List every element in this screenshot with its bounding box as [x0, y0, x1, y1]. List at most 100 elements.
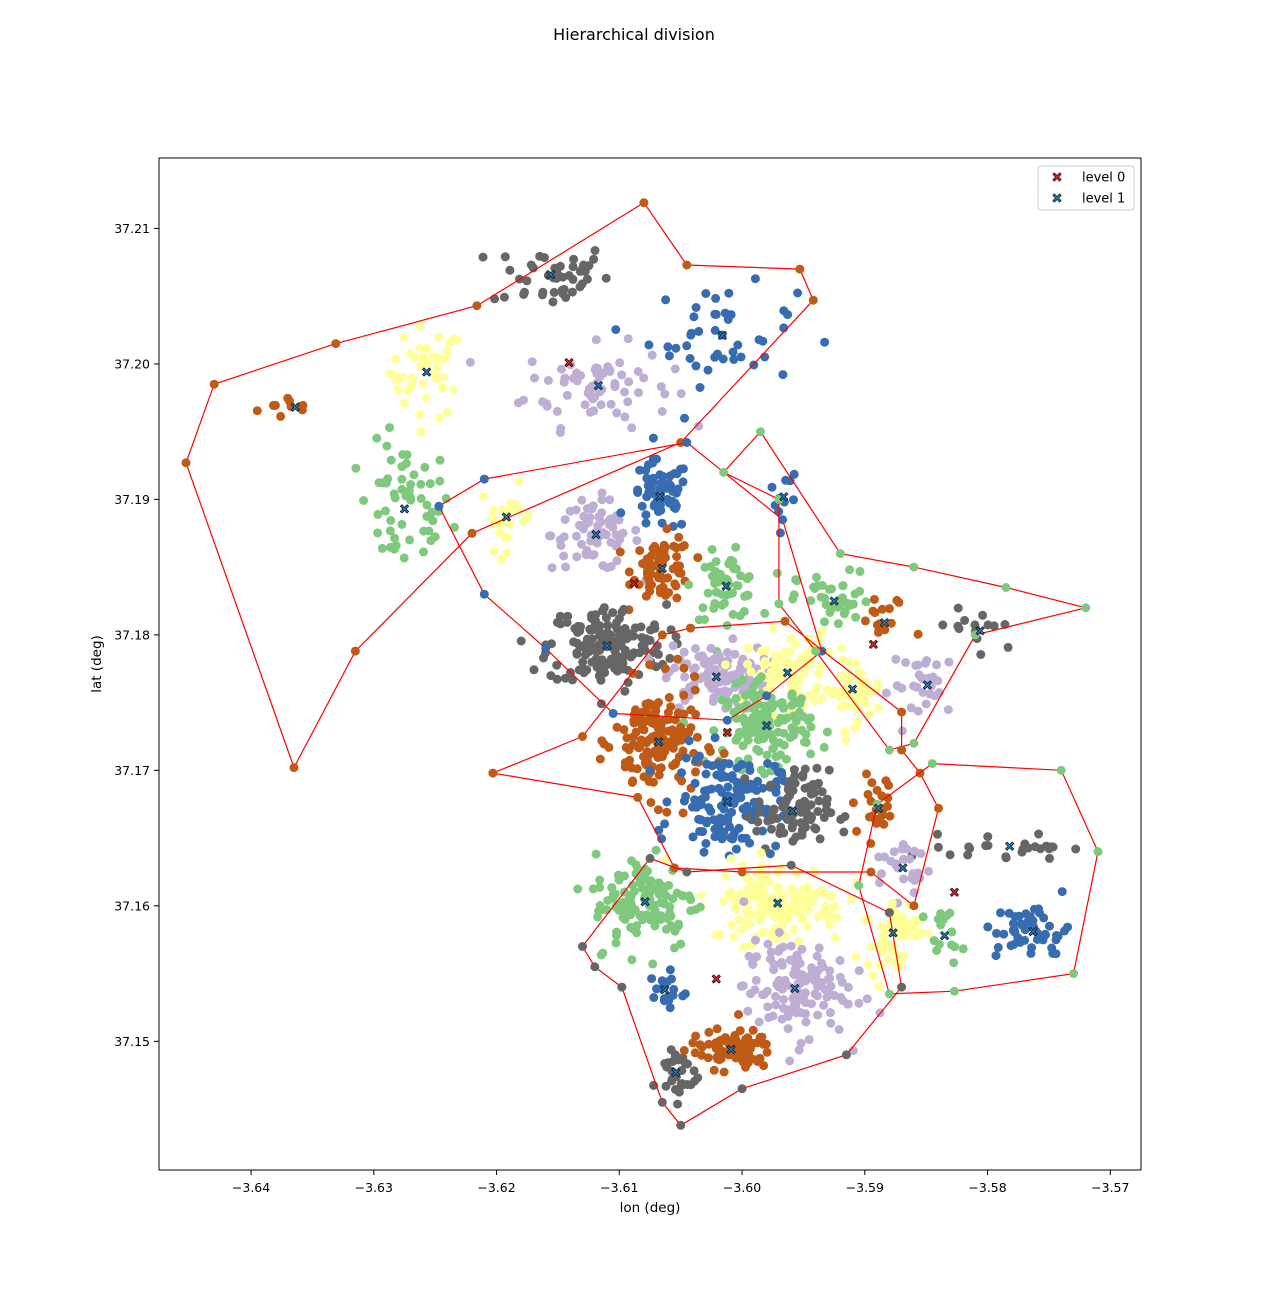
- hull-vertex-point: [578, 732, 587, 741]
- cluster-point: [573, 884, 583, 894]
- cluster-point: [637, 501, 647, 511]
- cluster-point: [620, 387, 629, 397]
- cluster-point: [578, 524, 588, 534]
- hull-vertex-point: [479, 589, 489, 599]
- cluster-point: [698, 672, 708, 682]
- cluster-point: [677, 519, 687, 529]
- cluster-point: [771, 787, 781, 797]
- cluster-point: [801, 806, 811, 815]
- cluster-point: [385, 423, 395, 433]
- cluster-point: [1003, 642, 1013, 652]
- hull-vertex-point: [209, 379, 219, 389]
- hull-vertex-point: [639, 198, 649, 208]
- level-1-marker: [717, 330, 728, 341]
- cluster-point: [791, 716, 801, 726]
- cluster-point: [408, 373, 418, 383]
- cluster-point: [398, 450, 408, 459]
- cluster-point: [565, 506, 575, 516]
- cluster-point: [820, 985, 830, 995]
- cluster-point: [661, 295, 671, 305]
- hull-vertex-point: [488, 768, 498, 778]
- cluster-point: [719, 668, 729, 678]
- cluster-point: [688, 1038, 698, 1048]
- cluster-point: [877, 604, 887, 614]
- cluster-point: [1046, 842, 1056, 852]
- cluster-point: [416, 494, 426, 503]
- cluster-point: [1009, 925, 1019, 935]
- cluster-point: [596, 699, 606, 709]
- cluster-point: [739, 897, 749, 907]
- cluster-point: [649, 561, 659, 571]
- cluster-point: [812, 572, 821, 582]
- cluster-point: [817, 694, 827, 704]
- cluster-point: [637, 717, 647, 727]
- hull-vertex-point: [633, 792, 643, 802]
- cluster-point: [642, 492, 652, 502]
- cluster-point: [801, 1009, 810, 1019]
- cluster-point: [789, 727, 799, 737]
- cluster-point: [782, 815, 792, 824]
- cluster-point: [877, 869, 886, 879]
- cluster-point: [851, 952, 861, 962]
- cluster-point: [381, 506, 390, 516]
- cluster-point: [902, 921, 912, 931]
- cluster-point: [781, 475, 791, 485]
- cluster-point: [418, 352, 428, 362]
- hull-vertex-point: [1069, 969, 1078, 979]
- cluster-point: [632, 536, 642, 546]
- cluster-point: [572, 552, 582, 562]
- cluster-point: [707, 545, 717, 554]
- level-1-marker: [873, 803, 883, 813]
- cluster-point: [804, 905, 814, 915]
- cluster-point: [664, 351, 674, 361]
- cluster-point: [519, 395, 528, 405]
- cluster-point: [759, 891, 769, 901]
- cluster-point: [767, 815, 776, 825]
- cluster-point: [1045, 921, 1054, 931]
- cluster-point: [567, 674, 576, 684]
- cluster-point: [552, 660, 562, 670]
- cluster-point: [676, 939, 686, 949]
- cluster-point: [662, 600, 672, 609]
- cluster-point: [797, 830, 807, 840]
- cluster-point: [606, 399, 616, 409]
- cluster-point: [393, 385, 403, 395]
- cluster-point: [933, 842, 943, 852]
- cluster-point: [505, 265, 515, 275]
- cluster-point: [530, 373, 539, 383]
- cluster-point: [710, 577, 720, 587]
- cluster-point: [664, 693, 674, 702]
- cluster-point: [661, 855, 671, 865]
- cluster-point: [936, 920, 946, 930]
- cluster-point: [844, 657, 854, 667]
- cluster-point: [820, 593, 830, 603]
- cluster-point: [771, 991, 781, 1001]
- cluster-point: [629, 923, 639, 933]
- cluster-point: [753, 817, 763, 827]
- cluster-point: [770, 671, 780, 681]
- cluster-point: [709, 726, 719, 736]
- hull-vertex-point: [472, 301, 482, 311]
- x-tick-label: −3.61: [600, 1180, 638, 1195]
- cluster-point: [552, 406, 562, 416]
- cluster-point: [1026, 948, 1036, 958]
- cluster-point: [695, 1040, 705, 1050]
- cluster-point: [549, 287, 559, 297]
- hull-vertex-point: [808, 295, 818, 305]
- cluster-point: [657, 407, 667, 416]
- cluster-point: [378, 478, 387, 488]
- cluster-point: [599, 603, 609, 613]
- cluster-point: [681, 753, 691, 763]
- cluster-point: [522, 276, 532, 286]
- cluster-point: [438, 372, 448, 382]
- cluster-point: [684, 891, 694, 901]
- cluster-point: [692, 732, 702, 742]
- cluster-point: [748, 1025, 758, 1035]
- cluster-point: [759, 1061, 769, 1071]
- cluster-point: [1039, 913, 1049, 923]
- cluster-point: [665, 965, 675, 975]
- cluster-point: [913, 629, 923, 639]
- cluster-point: [786, 884, 796, 894]
- hull-vertex-point: [590, 962, 600, 972]
- level-1-marker: [898, 863, 908, 873]
